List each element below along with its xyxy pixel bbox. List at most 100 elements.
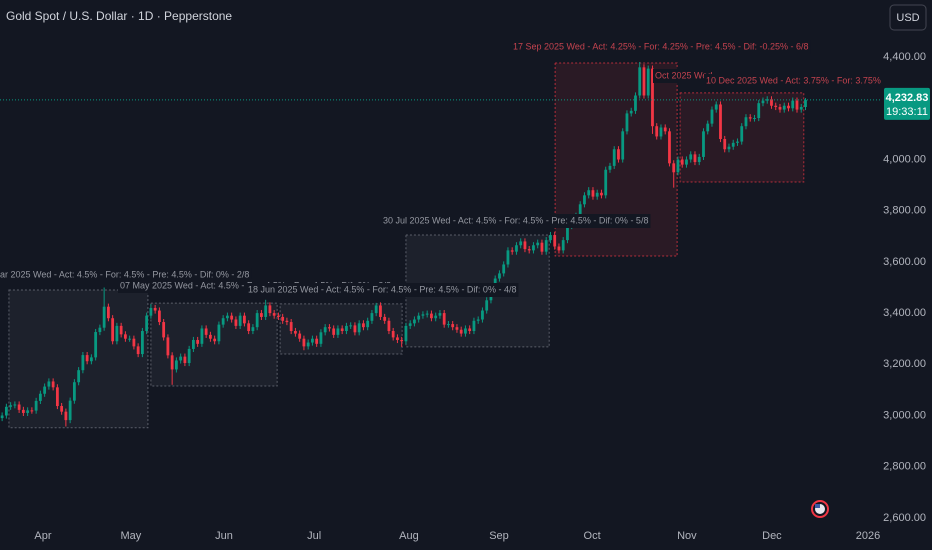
candle-body [145, 315, 149, 332]
flag-canton[interactable] [815, 504, 820, 508]
candle-body [332, 328, 336, 335]
candle-body [578, 204, 582, 216]
candle-body [387, 320, 391, 332]
x-tick-label: Dec [762, 530, 782, 542]
candle-body [731, 142, 735, 147]
candle-body [272, 313, 276, 316]
candle-body [447, 324, 450, 326]
candle-body [408, 323, 412, 326]
candle-body [740, 126, 744, 142]
candle-body [153, 307, 157, 311]
candle-body [311, 338, 314, 343]
candle-body [706, 123, 710, 132]
candle-body [98, 327, 102, 333]
candle-body [306, 342, 310, 347]
y-tick-label: 2,800.00 [883, 461, 926, 473]
candle-body [498, 273, 501, 279]
price-axis: 4,400.00 4,000.00 3,800.00 3,600.00 3,400.00… [882, 0, 932, 550]
candle-body [238, 315, 242, 326]
candle-body [685, 159, 688, 165]
candle-body [111, 318, 115, 342]
candle-body [51, 381, 55, 388]
candle-body [123, 334, 127, 339]
candle-body [693, 154, 697, 163]
candle-body [515, 245, 518, 252]
candle-body [430, 313, 433, 319]
candle-body [396, 337, 399, 340]
candle-body [634, 95, 637, 111]
candle-body [481, 310, 484, 320]
candle-body [128, 338, 132, 340]
candle-body [315, 338, 319, 344]
candle-body [213, 338, 217, 342]
candle-body [196, 339, 200, 344]
candle-body [680, 159, 684, 165]
candle-body [617, 149, 620, 160]
candle-body [774, 105, 778, 108]
candle-body [68, 400, 72, 421]
candle-body [417, 315, 421, 320]
candle-body [702, 131, 705, 157]
candle-body [595, 192, 599, 197]
candle-body [510, 250, 514, 252]
candle-body [17, 404, 21, 410]
candle-body [638, 67, 642, 96]
candle-body [336, 328, 340, 335]
candle-body [787, 105, 790, 109]
candle-body [757, 103, 761, 119]
candle-body [549, 235, 552, 241]
candle-body [166, 337, 170, 356]
annotation: 10 Dec 2025 Wed - Act: 3.75% - For: 3.75… [706, 75, 932, 85]
candle-body [748, 117, 752, 119]
x-tick-label: 2026 [856, 530, 880, 542]
candle-body [21, 409, 25, 413]
candle-body [115, 325, 119, 342]
candle-body [744, 117, 748, 127]
x-tick-label: Nov [677, 530, 697, 542]
annotation-bg [0, 268, 252, 282]
candle-body [366, 320, 370, 328]
y-tick-label: 4,400.00 [883, 51, 926, 63]
candle-body [136, 346, 140, 355]
candle-body [204, 328, 208, 335]
candle-body [651, 68, 654, 127]
candle-body [723, 139, 727, 150]
currency-button[interactable] [889, 4, 927, 31]
event-flag[interactable] [811, 500, 829, 518]
candle-body [782, 105, 786, 110]
y-tick-label: 3,800.00 [883, 205, 926, 217]
candle-body [379, 305, 382, 317]
x-tick-label: Apr [34, 530, 51, 542]
candle-body [30, 410, 34, 412]
candle-body [89, 357, 93, 362]
candle-body [442, 313, 446, 325]
candle-body [519, 241, 523, 246]
x-tick-label: Sep [489, 530, 509, 542]
candle-body [391, 331, 395, 338]
y-tick-label: 3,400.00 [883, 307, 926, 319]
annotation-bg [381, 214, 651, 228]
candle-body [302, 338, 306, 347]
candle-body [357, 323, 361, 333]
currency-label[interactable]: USD [896, 12, 919, 24]
candle-body [170, 355, 174, 370]
candle-body [294, 331, 297, 334]
candle-body [434, 315, 438, 319]
candle-body [179, 356, 183, 361]
candle-body [719, 104, 722, 140]
x-tick-label: Jul [307, 530, 321, 542]
candle-body [612, 149, 616, 166]
candle-body [689, 154, 693, 160]
last-price-label: 4,232.83 [886, 92, 929, 104]
candle-body [119, 325, 123, 335]
candle-body [43, 386, 47, 394]
annotation-bg [653, 69, 720, 83]
candle-body [621, 131, 625, 160]
candle-body [362, 323, 365, 328]
candle-body [140, 331, 144, 355]
candle-body [506, 250, 510, 265]
candle-body [468, 328, 472, 332]
candle-body [778, 107, 782, 110]
candle-body [0, 415, 4, 419]
candle-body [583, 195, 586, 205]
